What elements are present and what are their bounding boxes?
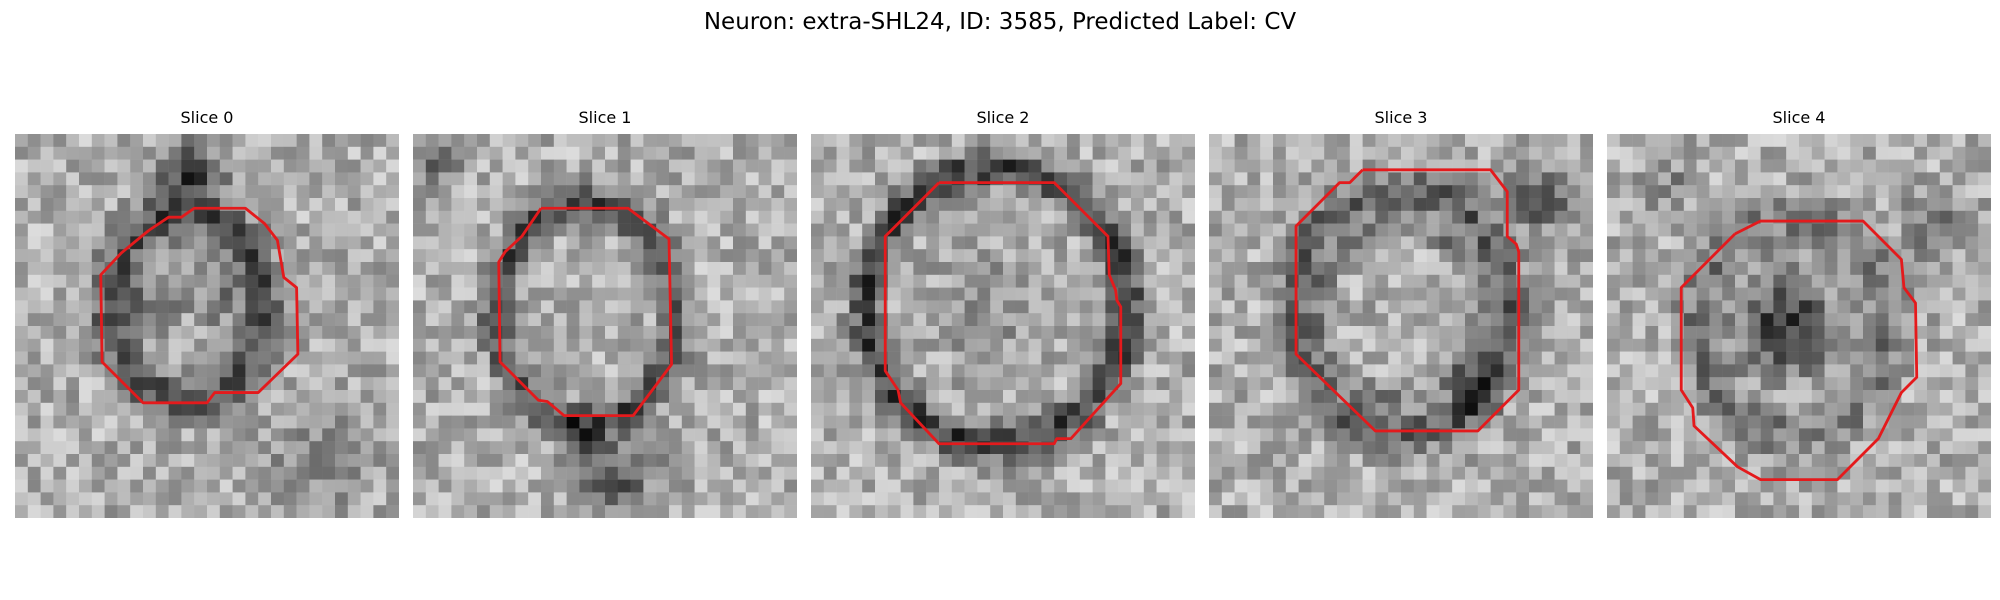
slice-image-2 bbox=[811, 134, 1195, 518]
grayscale-pixels-1 bbox=[413, 134, 797, 518]
contour-outline-0 bbox=[99, 206, 300, 405]
contour-outline-1 bbox=[497, 206, 673, 418]
slice-image-3 bbox=[1209, 134, 1593, 518]
grayscale-pixels-4 bbox=[1607, 134, 1991, 518]
slice-title-4: Slice 4 bbox=[1772, 108, 1826, 127]
slice-title-1: Slice 1 bbox=[578, 108, 632, 127]
grayscale-pixels-2 bbox=[811, 134, 1195, 518]
contour-outline-4 bbox=[1679, 219, 1919, 482]
contour-outline-2 bbox=[883, 181, 1123, 446]
contour-outline-3 bbox=[1294, 168, 1521, 433]
slice-image-0 bbox=[15, 134, 399, 518]
slice-title-0: Slice 0 bbox=[180, 108, 234, 127]
slice-image-4 bbox=[1607, 134, 1991, 518]
grayscale-pixels-0 bbox=[15, 134, 399, 518]
figure-title: Neuron: extra-SHL24, ID: 3585, Predicted… bbox=[703, 9, 1297, 35]
slice-title-2: Slice 2 bbox=[976, 108, 1030, 127]
grayscale-pixels-3 bbox=[1209, 134, 1593, 518]
slice-title-3: Slice 3 bbox=[1374, 108, 1428, 127]
slice-image-1 bbox=[413, 134, 797, 518]
